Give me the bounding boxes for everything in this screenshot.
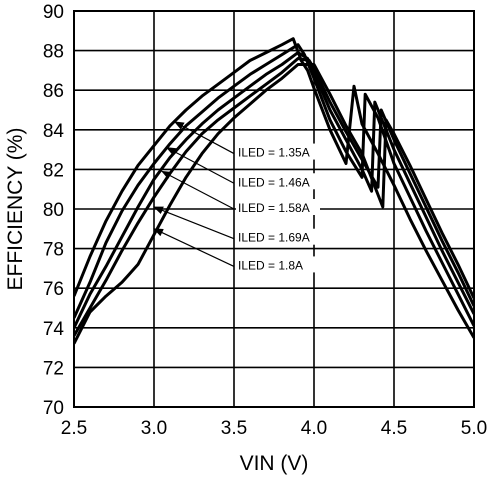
y-tick-labels: 70 72 74 76 78 80 82 84 86 88 90 [43, 2, 65, 419]
y-tick-label: 82 [43, 160, 64, 181]
series-layer [74, 37, 474, 345]
annotation-background [236, 173, 320, 190]
y-tick-label: 74 [43, 319, 65, 340]
annotation-arrow [161, 170, 235, 210]
annotation-arrow [153, 228, 235, 267]
series-line [74, 37, 474, 339]
series-line [74, 63, 474, 345]
annotation-arrow [173, 121, 235, 155]
y-tick-label: 84 [43, 121, 65, 142]
annotation-background [236, 256, 320, 273]
x-tick-labels: 2.5 3.0 3.5 4.0 4.5 5.0 [61, 418, 487, 439]
x-tick-label: 5.0 [461, 418, 487, 439]
y-tick-label: 76 [43, 279, 64, 300]
x-tick-label: 3.0 [141, 418, 167, 439]
plot-frame [73, 10, 475, 408]
annotation-background [236, 228, 320, 245]
annotation-label: ILED = 1.35A [238, 146, 310, 160]
x-tick-label: 4.0 [301, 418, 327, 439]
y-tick-label: 78 [43, 240, 64, 261]
annotation-background [236, 199, 320, 215]
series-line [74, 57, 474, 337]
annotation-layer: ILED = 1.35A ILED = 1.46A ILED = 1.58A ILED… [153, 121, 320, 273]
annotation-arrow [153, 206, 235, 240]
x-tick-label: 2.5 [61, 418, 87, 439]
y-tick-label: 88 [43, 42, 64, 63]
annotation-background [236, 143, 320, 160]
x-axis-label: VIN (V) [240, 452, 309, 475]
y-tick-label: 90 [43, 2, 64, 23]
x-tick-label: 3.5 [221, 418, 247, 439]
y-tick-label: 80 [43, 200, 64, 221]
y-tick-label: 70 [43, 398, 64, 419]
annotation-label: ILED = 1.8A [238, 258, 303, 272]
series-line [74, 43, 474, 327]
y-tick-label: 72 [43, 358, 64, 379]
annotation-label: ILED = 1.69A [238, 231, 310, 245]
annotation-label: ILED = 1.58A [238, 201, 310, 215]
annotation-arrow [165, 147, 235, 184]
annotation-label: ILED = 1.46A [238, 175, 310, 189]
series-line [74, 51, 474, 329]
y-tick-label: 86 [43, 81, 64, 102]
y-axis-label: EFFICIENCY (%) [4, 128, 27, 291]
x-tick-label: 4.5 [381, 418, 407, 439]
